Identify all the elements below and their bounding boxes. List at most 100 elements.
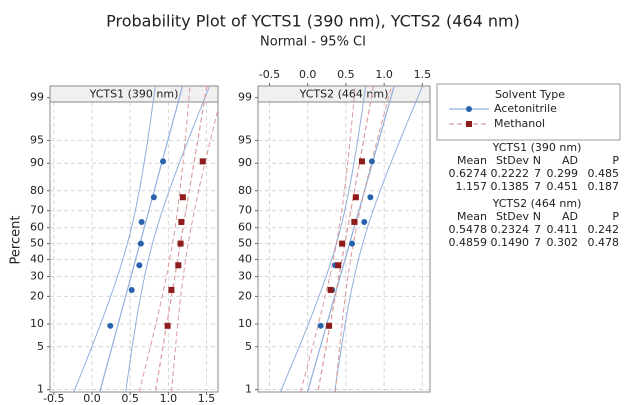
data-point <box>177 240 184 247</box>
data-point <box>358 158 365 165</box>
stats-title: YCTS2 (464 nm) <box>492 197 582 210</box>
confidence-band <box>334 86 393 392</box>
fit-line <box>306 86 395 392</box>
data-point <box>164 322 171 329</box>
data-point <box>349 240 356 247</box>
stats-cell: 0.451 <box>547 180 579 193</box>
stats-column: N <box>533 154 541 167</box>
stats-cell: 0.6274 <box>449 167 488 180</box>
y-tick-label: 30 <box>30 269 44 282</box>
y-tick-label: 90 <box>238 156 252 169</box>
stats-cell: 7 <box>534 236 541 249</box>
legend-marker <box>466 121 472 127</box>
y-tick-label: 30 <box>238 269 252 282</box>
y-tick-label: 40 <box>238 252 252 265</box>
stats-column: N <box>533 210 541 223</box>
legend-label: Acetonitrile <box>494 102 557 115</box>
data-point <box>351 218 358 225</box>
plot-area <box>257 85 431 393</box>
data-point <box>317 322 324 329</box>
confidence-band <box>334 86 424 392</box>
stats-cell: 0.242 <box>588 223 620 236</box>
data-point <box>168 286 175 293</box>
y-tick-label: 90 <box>30 156 44 169</box>
stats-cell: 0.2324 <box>491 223 530 236</box>
y-tick-label: 60 <box>30 221 44 234</box>
data-point <box>199 158 206 165</box>
data-point <box>175 262 182 269</box>
panel-header <box>49 85 219 103</box>
chart-subtitle: Normal - 95% CI <box>260 35 366 50</box>
y-axis-label: Percent <box>9 216 24 265</box>
x-tick-label: 0.0 <box>299 68 317 81</box>
confidence-band <box>279 86 367 392</box>
data-point <box>150 194 157 201</box>
stats-cell: 7 <box>534 223 541 236</box>
panel-header <box>257 85 431 103</box>
data-point <box>138 218 145 225</box>
stats-title: YCTS1 (390 nm) <box>492 141 582 154</box>
data-point <box>136 262 143 269</box>
y-tick-label: 70 <box>238 204 252 217</box>
x-tick-label: -0.5 <box>259 68 280 81</box>
data-point <box>339 240 346 247</box>
legend-title: Solvent Type <box>495 88 565 101</box>
data-point <box>178 218 185 225</box>
stats-cell: 0.299 <box>547 167 579 180</box>
confidence-band <box>73 86 156 392</box>
stats-column: AD <box>562 210 578 223</box>
data-point <box>128 286 135 293</box>
panel-title: YCTS1 (390 nm) <box>89 88 179 101</box>
stats-cell: 0.485 <box>588 167 620 180</box>
x-tick-label: 1.5 <box>198 392 216 405</box>
stats-cell: 0.478 <box>588 236 620 249</box>
y-tick-label: 95 <box>238 133 252 146</box>
data-point <box>137 240 144 247</box>
confidence-band <box>138 86 191 392</box>
chart-title: Probability Plot of YCTS1 (390 nm), YCTS… <box>106 12 520 31</box>
y-tick-label: 20 <box>30 289 44 302</box>
stats-column: P <box>612 210 619 223</box>
stats-cell: 0.187 <box>588 180 620 193</box>
y-tick-label: 10 <box>30 317 44 330</box>
confidence-band <box>125 86 211 392</box>
y-tick-label: 1 <box>37 383 44 396</box>
stats-cell: 1.157 <box>456 180 488 193</box>
legend-box <box>436 83 621 141</box>
stats-column: StDev <box>496 210 530 223</box>
stats-cell: 0.2222 <box>491 167 530 180</box>
x-tick-label: 1.0 <box>160 392 178 405</box>
x-tick-label: 1.5 <box>414 68 432 81</box>
panel-title: YCTS2 (464 nm) <box>299 88 389 101</box>
y-tick-label: 50 <box>30 237 44 250</box>
x-tick-label: 0.5 <box>337 68 355 81</box>
y-tick-label: 1 <box>245 383 252 396</box>
data-point <box>160 158 167 165</box>
y-tick-label: 99 <box>238 91 252 104</box>
stats-cell: 0.411 <box>547 223 579 236</box>
stats-cell: 0.302 <box>547 236 579 249</box>
fit-line <box>99 86 184 392</box>
x-tick-label: 0.0 <box>83 392 101 405</box>
plot-lines <box>73 86 218 392</box>
stats-column: Mean <box>457 210 487 223</box>
data-point <box>361 218 368 225</box>
y-tick-label: 80 <box>30 184 44 197</box>
y-tick-label: 99 <box>30 91 44 104</box>
confidence-band <box>171 107 218 392</box>
y-tick-label: 5 <box>245 340 252 353</box>
stats-cell: 0.4859 <box>449 236 488 249</box>
fit-line <box>154 86 208 392</box>
stats-cell: 0.5478 <box>449 223 488 236</box>
x-tick-label: -0.5 <box>43 392 64 405</box>
stats-cell: 7 <box>534 180 541 193</box>
plot-lines <box>279 86 424 392</box>
data-point <box>327 286 334 293</box>
fit-line <box>317 86 375 392</box>
legend-label: Methanol <box>494 117 545 130</box>
data-point <box>335 262 342 269</box>
x-tick-label: 1.0 <box>375 68 393 81</box>
data-point <box>367 194 374 201</box>
data-point <box>352 194 359 201</box>
